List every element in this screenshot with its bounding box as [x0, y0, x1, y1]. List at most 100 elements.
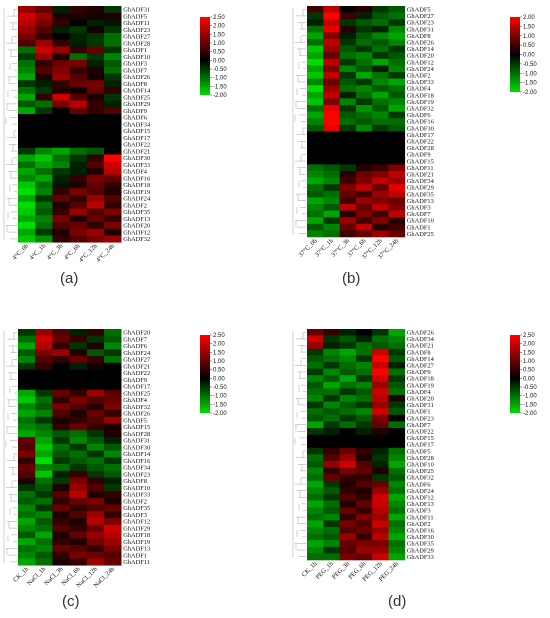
- row-label: GhADF5: [407, 448, 431, 455]
- heatmap-cell: [86, 235, 105, 243]
- heatmap-cell: [86, 477, 105, 485]
- row-label: GhADF22: [407, 139, 434, 146]
- heatmap-cell: [339, 342, 357, 350]
- heatmap-cell: [35, 60, 53, 68]
- heatmap-cell: [35, 383, 53, 391]
- heatmap-cell: [323, 164, 340, 172]
- heatmap-cell: [18, 491, 36, 499]
- heatmap-cell: [355, 72, 373, 79]
- heatmap-cell: [323, 447, 340, 455]
- heatmap-cell: [69, 504, 88, 512]
- heatmap-cell: [52, 524, 70, 532]
- row-label: GhADF17: [407, 132, 435, 139]
- heatmap-cell: [18, 39, 36, 47]
- heatmap-cell: [18, 497, 36, 505]
- column-label: 4°C_3h: [46, 242, 65, 261]
- heatmap-cell: [388, 52, 406, 60]
- heatmap-cell: [18, 127, 36, 135]
- heatmap-cell: [323, 19, 340, 27]
- heatmap-cell: [18, 80, 36, 88]
- heatmap-cell: [18, 369, 36, 377]
- colorbar-tick-label: 2.50: [213, 15, 225, 21]
- row-label: GhADF19: [123, 539, 150, 546]
- heatmap-cell: [104, 470, 122, 478]
- heatmap-cell: [339, 454, 357, 462]
- heatmap-cell: [372, 467, 389, 475]
- color-scale-bar: [200, 17, 210, 95]
- heatmap-cell: [18, 464, 36, 472]
- heatmap-cell: [104, 26, 122, 34]
- heatmap-cell: [69, 477, 88, 485]
- heatmap-cell: [35, 329, 53, 337]
- heatmap-cell: [339, 447, 357, 455]
- heatmap-cell: [18, 423, 36, 431]
- heatmap-cell: [52, 26, 70, 34]
- heatmap-cell: [388, 144, 406, 152]
- heatmap-cell: [355, 65, 373, 73]
- row-label: GhADF4: [407, 86, 432, 93]
- heatmap-cell: [339, 118, 357, 126]
- heatmap-cell: [69, 134, 88, 142]
- heatmap-cell: [355, 197, 373, 205]
- heatmap-cell: [372, 388, 389, 396]
- heatmap-cell: [323, 553, 340, 561]
- heatmap-cell: [18, 484, 36, 492]
- heatmap-cell: [52, 491, 70, 499]
- heatmap-cell: [52, 12, 70, 20]
- heatmap-cell: [372, 190, 389, 198]
- heatmap-cell: [307, 157, 324, 165]
- colorbar-tick-label: 2.00: [523, 15, 535, 21]
- heatmap-cell: [52, 181, 70, 189]
- heatmap-cell: [35, 46, 53, 54]
- heatmap-cell: [18, 518, 36, 526]
- heatmap-cell: [86, 545, 105, 553]
- heatmap-cell: [35, 215, 53, 223]
- heatmap-cell: [104, 335, 122, 343]
- row-label: GhADF7: [407, 211, 432, 218]
- heatmap-cell: [323, 177, 340, 185]
- heatmap-cell: [35, 376, 53, 384]
- heatmap-cell: [323, 65, 340, 73]
- row-label: GhADF29: [123, 101, 150, 108]
- panel-label: (d): [388, 593, 407, 610]
- heatmap-cell: [307, 45, 324, 53]
- heatmap-cell: [86, 470, 105, 478]
- heatmap-cell: [18, 551, 36, 559]
- row-label: GhADF18: [407, 376, 434, 383]
- row-label: GhADF32: [407, 475, 434, 482]
- heatmap-cell: [339, 230, 357, 238]
- heatmap-cell: [372, 368, 389, 376]
- heatmap-cell: [372, 329, 389, 336]
- heatmap-cell: [35, 464, 53, 472]
- row-label: GhADF30: [123, 444, 150, 451]
- heatmap-panel-d: GhADF26 GhADF34 GhADF21 GhADF8 GhADF14 GhADF2…: [275, 309, 550, 618]
- heatmap-cell: [372, 204, 389, 211]
- heatmap-cell: [52, 147, 70, 155]
- heatmap-cell: [388, 210, 406, 218]
- heatmap-cell: [355, 105, 373, 112]
- heatmap-cell: [69, 161, 88, 169]
- heatmap-cell: [86, 114, 105, 122]
- heatmap-cell: [18, 222, 36, 230]
- panel-label: (b): [342, 270, 361, 287]
- heatmap-cell: [323, 131, 340, 139]
- heatmap-cell: [307, 210, 324, 218]
- colorbar-tick-label: 1.00: [213, 359, 225, 365]
- heatmap-cell: [104, 120, 122, 128]
- heatmap-cell: [18, 6, 36, 14]
- heatmap-cell: [307, 52, 324, 60]
- heatmap-cell: [52, 349, 70, 357]
- heatmap-cell: [52, 33, 70, 41]
- heatmap-cell: [339, 124, 357, 132]
- heatmap-cell: [18, 235, 36, 243]
- heatmap-cell: [388, 388, 406, 396]
- heatmap-cell: [307, 520, 324, 528]
- colorbar-tick-label: 2.00: [213, 342, 225, 348]
- heatmap-cell: [372, 395, 389, 402]
- heatmap-cell: [388, 85, 406, 93]
- column-label: 4°C_24h: [95, 242, 117, 264]
- heatmap-cell: [372, 480, 389, 488]
- heatmap-cell: [339, 421, 357, 429]
- heatmap-cell: [355, 217, 373, 225]
- heatmap-cell: [69, 545, 88, 553]
